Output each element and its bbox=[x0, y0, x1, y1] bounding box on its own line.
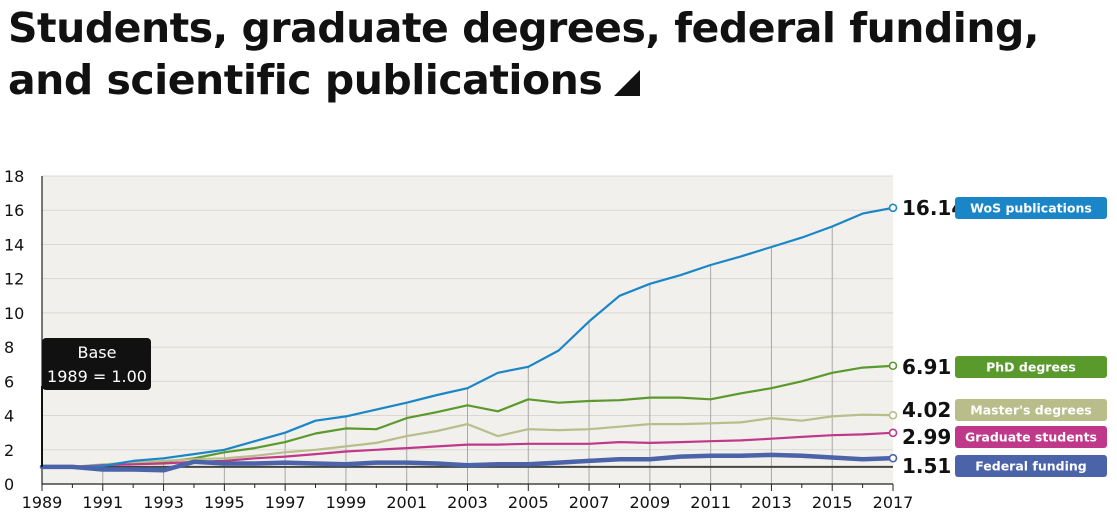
y-tick-label: 10 bbox=[4, 304, 24, 323]
y-tick-label: 2 bbox=[4, 441, 14, 460]
series-line bbox=[40, 206, 895, 468]
legend-badge bbox=[955, 356, 1107, 378]
annotation-box bbox=[42, 338, 151, 390]
x-tick-label: 2007 bbox=[569, 493, 610, 512]
x-tick-label: 1991 bbox=[82, 493, 123, 512]
x-tick-label: 1997 bbox=[265, 493, 306, 512]
end-marker bbox=[888, 428, 898, 438]
x-tick-label: 1999 bbox=[326, 493, 367, 512]
series-line bbox=[40, 413, 895, 468]
series-line bbox=[39, 452, 896, 473]
annotation-text: 1989 = 1.00 bbox=[47, 367, 147, 386]
x-tick-label: 2001 bbox=[386, 493, 427, 512]
x-tick-label: 2015 bbox=[812, 493, 853, 512]
y-tick-label: 8 bbox=[4, 338, 14, 357]
legend-badge bbox=[955, 399, 1107, 421]
y-tick-label: 14 bbox=[4, 235, 24, 254]
end-value-label: 6.91 bbox=[902, 355, 951, 379]
legend-badge bbox=[955, 455, 1107, 477]
end-marker bbox=[888, 453, 898, 463]
chart-title: Students, graduate degrees, federal fund… bbox=[8, 2, 1117, 106]
x-tick-label: 2003 bbox=[447, 493, 488, 512]
legend-label: Federal funding bbox=[975, 459, 1087, 474]
legend-label: PhD degrees bbox=[986, 360, 1076, 375]
legend-label: Graduate students bbox=[965, 430, 1097, 445]
legend-label: Master's degrees bbox=[970, 403, 1091, 418]
end-value-label: 1.51 bbox=[902, 454, 951, 478]
x-tick-label: 1995 bbox=[204, 493, 245, 512]
end-marker bbox=[888, 361, 898, 371]
x-tick-label: 1993 bbox=[143, 493, 184, 512]
x-tick-label: 2005 bbox=[508, 493, 549, 512]
end-marker bbox=[888, 410, 898, 420]
x-tick-label: 2009 bbox=[629, 493, 670, 512]
end-value-label: 4.02 bbox=[902, 398, 951, 422]
legend-badge bbox=[955, 426, 1107, 448]
x-tick-label: 2011 bbox=[690, 493, 731, 512]
y-tick-label: 18 bbox=[4, 167, 24, 186]
legend: 16.14 WoS publications 6.91 PhD degrees 4.02… bbox=[888, 196, 1107, 478]
legend-label: WoS publications bbox=[970, 201, 1092, 216]
end-value-label: 2.99 bbox=[902, 425, 951, 449]
base-annotation: Base 1989 = 1.00 bbox=[41, 338, 151, 467]
x-tick-label: 2017 bbox=[873, 493, 914, 512]
y-tick-label: 4 bbox=[4, 407, 14, 426]
triangle-icon bbox=[614, 70, 641, 96]
y-tick-label: 12 bbox=[4, 270, 24, 289]
x-tick-label: 2013 bbox=[751, 493, 792, 512]
y-tick-label: 6 bbox=[4, 372, 14, 391]
x-tick-label: 1989 bbox=[22, 493, 63, 512]
y-tick-label: 0 bbox=[4, 475, 14, 494]
end-marker bbox=[888, 203, 898, 213]
y-tick-label: 16 bbox=[4, 201, 24, 220]
annotation-text: Base bbox=[78, 343, 117, 362]
end-value-label: 16.14 bbox=[902, 196, 965, 220]
legend-badge bbox=[955, 197, 1107, 219]
series-lines bbox=[39, 206, 896, 473]
chart-title-text: Students, graduate degrees, federal fund… bbox=[8, 4, 1039, 104]
